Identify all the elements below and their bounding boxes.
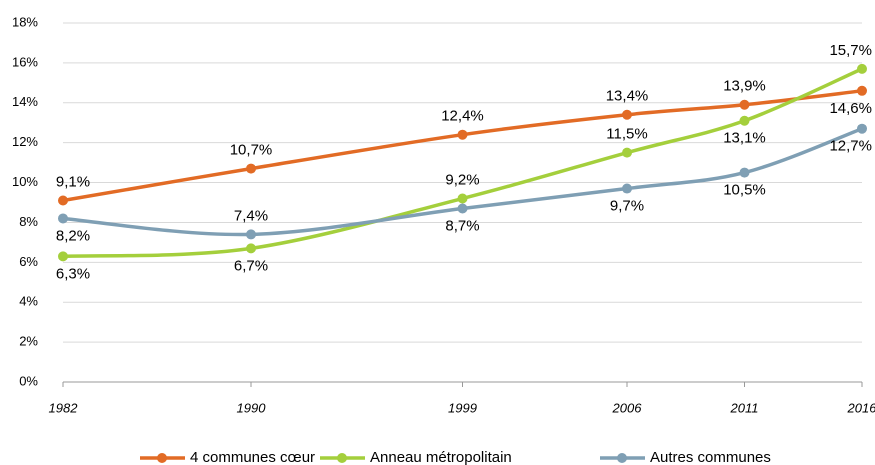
point xyxy=(857,63,867,74)
data-label: 7,4% xyxy=(234,207,268,224)
y-tick-label: 14% xyxy=(12,94,38,109)
y-tick-label: 12% xyxy=(12,134,38,149)
x-tick-label: 1982 xyxy=(49,400,79,415)
y-tick-label: 16% xyxy=(12,54,38,69)
point xyxy=(857,85,867,96)
point xyxy=(246,243,256,254)
point xyxy=(739,115,750,126)
data-label: 13,9% xyxy=(723,78,766,95)
data-label: 15,7% xyxy=(829,42,872,59)
data-label: 10,5% xyxy=(723,182,766,199)
point xyxy=(58,251,68,262)
x-tick-label: 2016 xyxy=(847,400,875,415)
y-tick-label: 6% xyxy=(19,254,38,269)
y-tick-label: 10% xyxy=(12,174,38,189)
legend-marker xyxy=(337,453,347,463)
point xyxy=(457,129,468,140)
data-label: 9,7% xyxy=(610,198,644,215)
point xyxy=(622,147,632,158)
y-tick-label: 4% xyxy=(19,294,38,309)
x-tick-label: 1990 xyxy=(237,400,267,415)
point xyxy=(739,167,750,178)
data-label: 10,7% xyxy=(230,142,273,159)
legend-marker xyxy=(617,453,627,463)
y-tick-label: 18% xyxy=(12,14,38,29)
data-label: 8,7% xyxy=(445,217,479,234)
data-label: 13,4% xyxy=(606,88,649,105)
legend-marker xyxy=(157,453,167,463)
point xyxy=(622,183,632,194)
data-label: 12,4% xyxy=(441,108,484,125)
x-tick-label: 2006 xyxy=(612,400,643,415)
point xyxy=(457,203,468,214)
series-line xyxy=(62,127,863,237)
data-label: 13,1% xyxy=(723,130,766,147)
point xyxy=(58,213,68,224)
data-label: 9,1% xyxy=(56,173,90,190)
x-tick-label: 1999 xyxy=(448,400,477,415)
point xyxy=(457,193,468,204)
data-label: 9,2% xyxy=(445,171,479,188)
x-tick-label: 2011 xyxy=(730,400,759,415)
data-label: 12,7% xyxy=(829,138,872,155)
data-label: 14,6% xyxy=(829,100,872,117)
data-label: 6,7% xyxy=(234,257,268,274)
y-tick-label: 8% xyxy=(19,214,38,229)
point xyxy=(622,109,632,120)
y-tick-label: 2% xyxy=(19,334,38,349)
data-label: 11,5% xyxy=(606,126,647,143)
point xyxy=(58,195,68,206)
legend-label: 4 communes cœur xyxy=(190,449,315,465)
point xyxy=(857,123,867,134)
point xyxy=(246,229,256,240)
legend-label: Autres communes xyxy=(650,449,771,465)
data-label: 6,3% xyxy=(56,265,90,282)
point xyxy=(739,99,750,110)
y-tick-label: 0% xyxy=(19,373,38,388)
data-label: 8,2% xyxy=(56,227,90,244)
legend-label: Anneau métropolitain xyxy=(370,449,512,465)
point xyxy=(246,163,256,174)
